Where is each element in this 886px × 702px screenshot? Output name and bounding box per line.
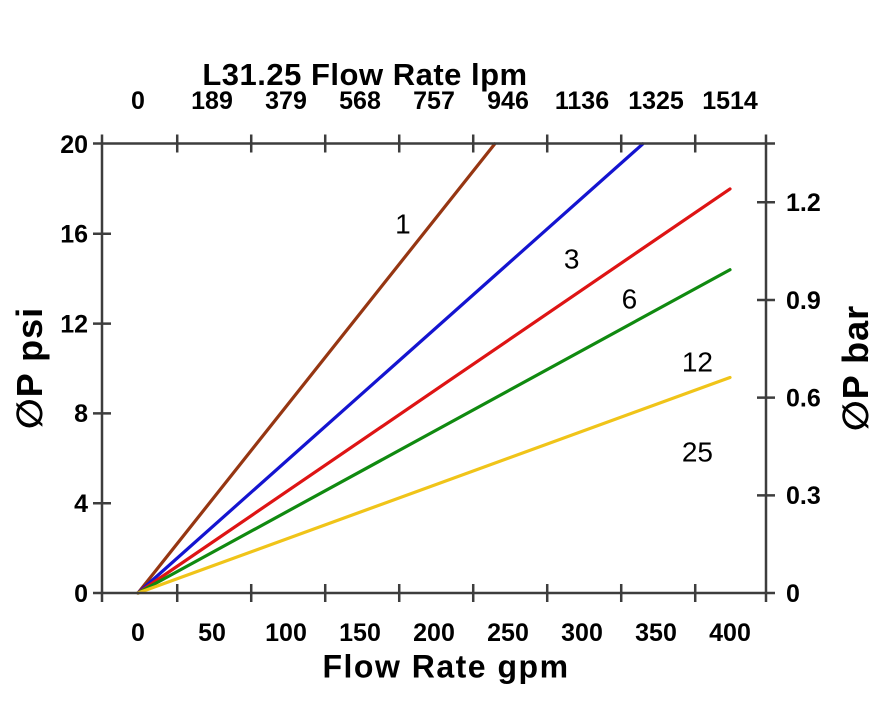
top-tick-label: 568 — [339, 87, 381, 115]
left-tick-label: 8 — [74, 400, 88, 428]
bottom-tick-label: 350 — [635, 619, 677, 647]
top-tick-label: 757 — [413, 87, 455, 115]
right-tick-label: 0.6 — [786, 384, 821, 412]
bottom-tick-label: 300 — [561, 619, 603, 647]
x-axis-title-bottom: Flow Rate gpm — [322, 648, 570, 685]
series-label-12: 12 — [682, 347, 713, 378]
bottom-tick-label: 250 — [487, 619, 529, 647]
series-label-6: 6 — [622, 284, 638, 315]
left-tick-label: 12 — [60, 310, 88, 338]
series-line-6 — [136, 187, 732, 595]
top-tick-label: 1136 — [555, 87, 609, 115]
right-tick-label: 0 — [786, 580, 800, 608]
chart-title: L31.25 Flow Rate lpm — [202, 57, 528, 92]
left-tick-label: 20 — [60, 131, 88, 159]
left-tick-label: 0 — [74, 580, 88, 608]
right-tick-label: 0.9 — [786, 287, 821, 315]
top-tick-label: 946 — [487, 87, 529, 115]
series-line-1 — [136, 142, 497, 595]
series-label-1: 1 — [395, 208, 411, 239]
top-tick-label: 189 — [191, 87, 233, 115]
top-tick-label: 379 — [265, 87, 307, 115]
top-tick-label: 1325 — [628, 87, 684, 115]
top-tick-label: 1514 — [702, 87, 758, 115]
series-label-25: 25 — [682, 436, 713, 467]
bottom-tick-label: 100 — [265, 619, 307, 647]
bottom-tick-label: 400 — [709, 619, 751, 647]
series-line-3 — [136, 142, 645, 595]
right-tick-label: 0.3 — [786, 482, 821, 510]
top-tick-label: 0 — [131, 87, 145, 115]
y-axis-title-left: ∅P psi — [9, 306, 50, 430]
y-axis-title-right: ∅P bar — [835, 304, 876, 432]
series-label-3: 3 — [564, 243, 580, 274]
bottom-tick-label: 150 — [339, 619, 381, 647]
bottom-tick-label: 50 — [198, 619, 226, 647]
right-tick-label: 1.2 — [786, 189, 821, 217]
series-line-12 — [136, 268, 732, 595]
bottom-tick-label: 0 — [131, 619, 145, 647]
bottom-tick-label: 200 — [413, 619, 455, 647]
left-tick-label: 16 — [60, 221, 88, 249]
left-tick-label: 4 — [74, 490, 88, 518]
series-line-25 — [136, 375, 732, 595]
